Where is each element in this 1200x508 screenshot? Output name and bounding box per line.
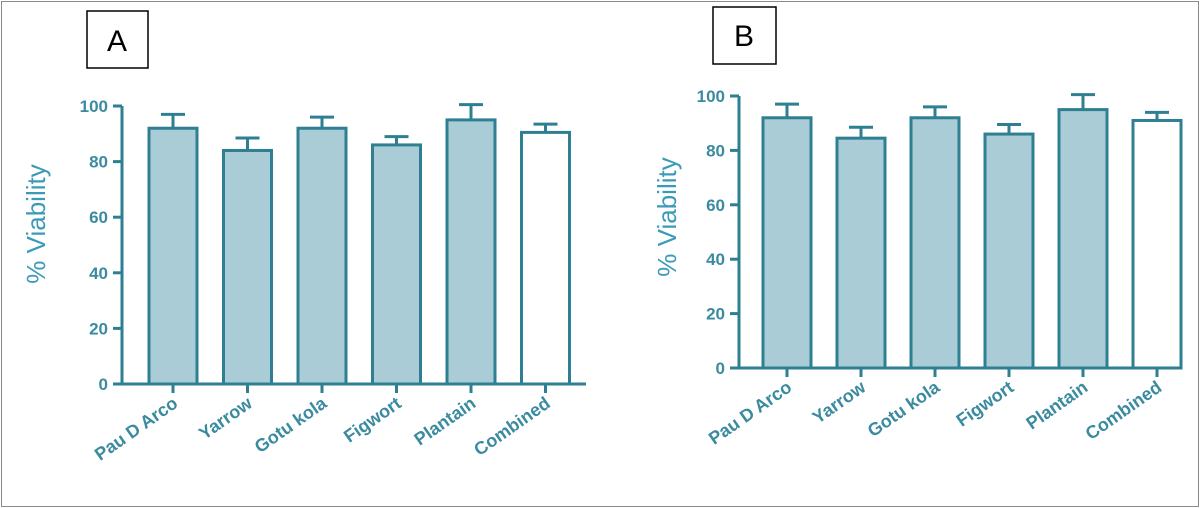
x-tick-label: Figwort [953, 377, 1018, 431]
y-tick-label: 100 [80, 97, 108, 116]
y-tick-label: 0 [716, 359, 725, 378]
bar-yarrow [835, 136, 887, 370]
bar-pau-d-arco [761, 116, 813, 370]
x-tick-label: Gotu kola [864, 376, 944, 441]
x-tick-label: Pau D Arco [705, 377, 795, 449]
bar-figwort [371, 143, 422, 386]
y-tick-label: 80 [89, 153, 108, 172]
y-tick-label: 80 [706, 141, 725, 160]
bar-combined [520, 130, 571, 386]
y-tick-label: 20 [706, 305, 725, 324]
y-axis-title: % Viability [21, 164, 51, 283]
bar-figwort [983, 132, 1035, 370]
bar-gotu-kola [296, 126, 348, 386]
bar-pau-d-arco [147, 126, 199, 386]
x-tick-label: Yarrow [809, 376, 870, 427]
y-tick-label: 40 [706, 250, 725, 269]
x-tick-label: Plantain [1022, 377, 1091, 434]
x-tick-label: Pau D Arco [91, 393, 181, 465]
x-tick-label: Combined [470, 393, 554, 460]
y-tick-label: 100 [697, 87, 725, 106]
y-tick-label: 0 [99, 375, 108, 394]
x-tick-label: Combined [1082, 377, 1166, 444]
bar-plantain [1057, 108, 1109, 370]
panel-label-box [86, 10, 149, 69]
x-tick-label: Plantain [410, 393, 479, 450]
bar-yarrow [222, 148, 273, 386]
bar-combined [1131, 118, 1183, 370]
chart-panel-b: B 0 20 40 60 80 100 % Viability Pau D Arco Yarrow… [652, 6, 1183, 449]
y-axis-title: % Viability [652, 157, 682, 276]
panel-label-box [712, 6, 777, 65]
y-tick-label: 20 [89, 319, 108, 338]
bar-plantain [445, 118, 497, 386]
bar-gotu-kola [909, 116, 961, 370]
x-tick-label: Gotu kola [251, 392, 331, 457]
y-tick-label: 40 [89, 264, 108, 283]
y-tick-label: 60 [706, 196, 725, 215]
chart-panel-a: A 0 20 40 60 80 100 % Viability Pau D Arco Yarrow… [21, 10, 586, 465]
x-tick-label: Figwort [340, 393, 405, 447]
panel-label: B [734, 20, 754, 53]
y-tick-label: 60 [89, 208, 108, 227]
panel-label: A [107, 25, 127, 58]
x-tick-label: Yarrow [195, 392, 256, 443]
